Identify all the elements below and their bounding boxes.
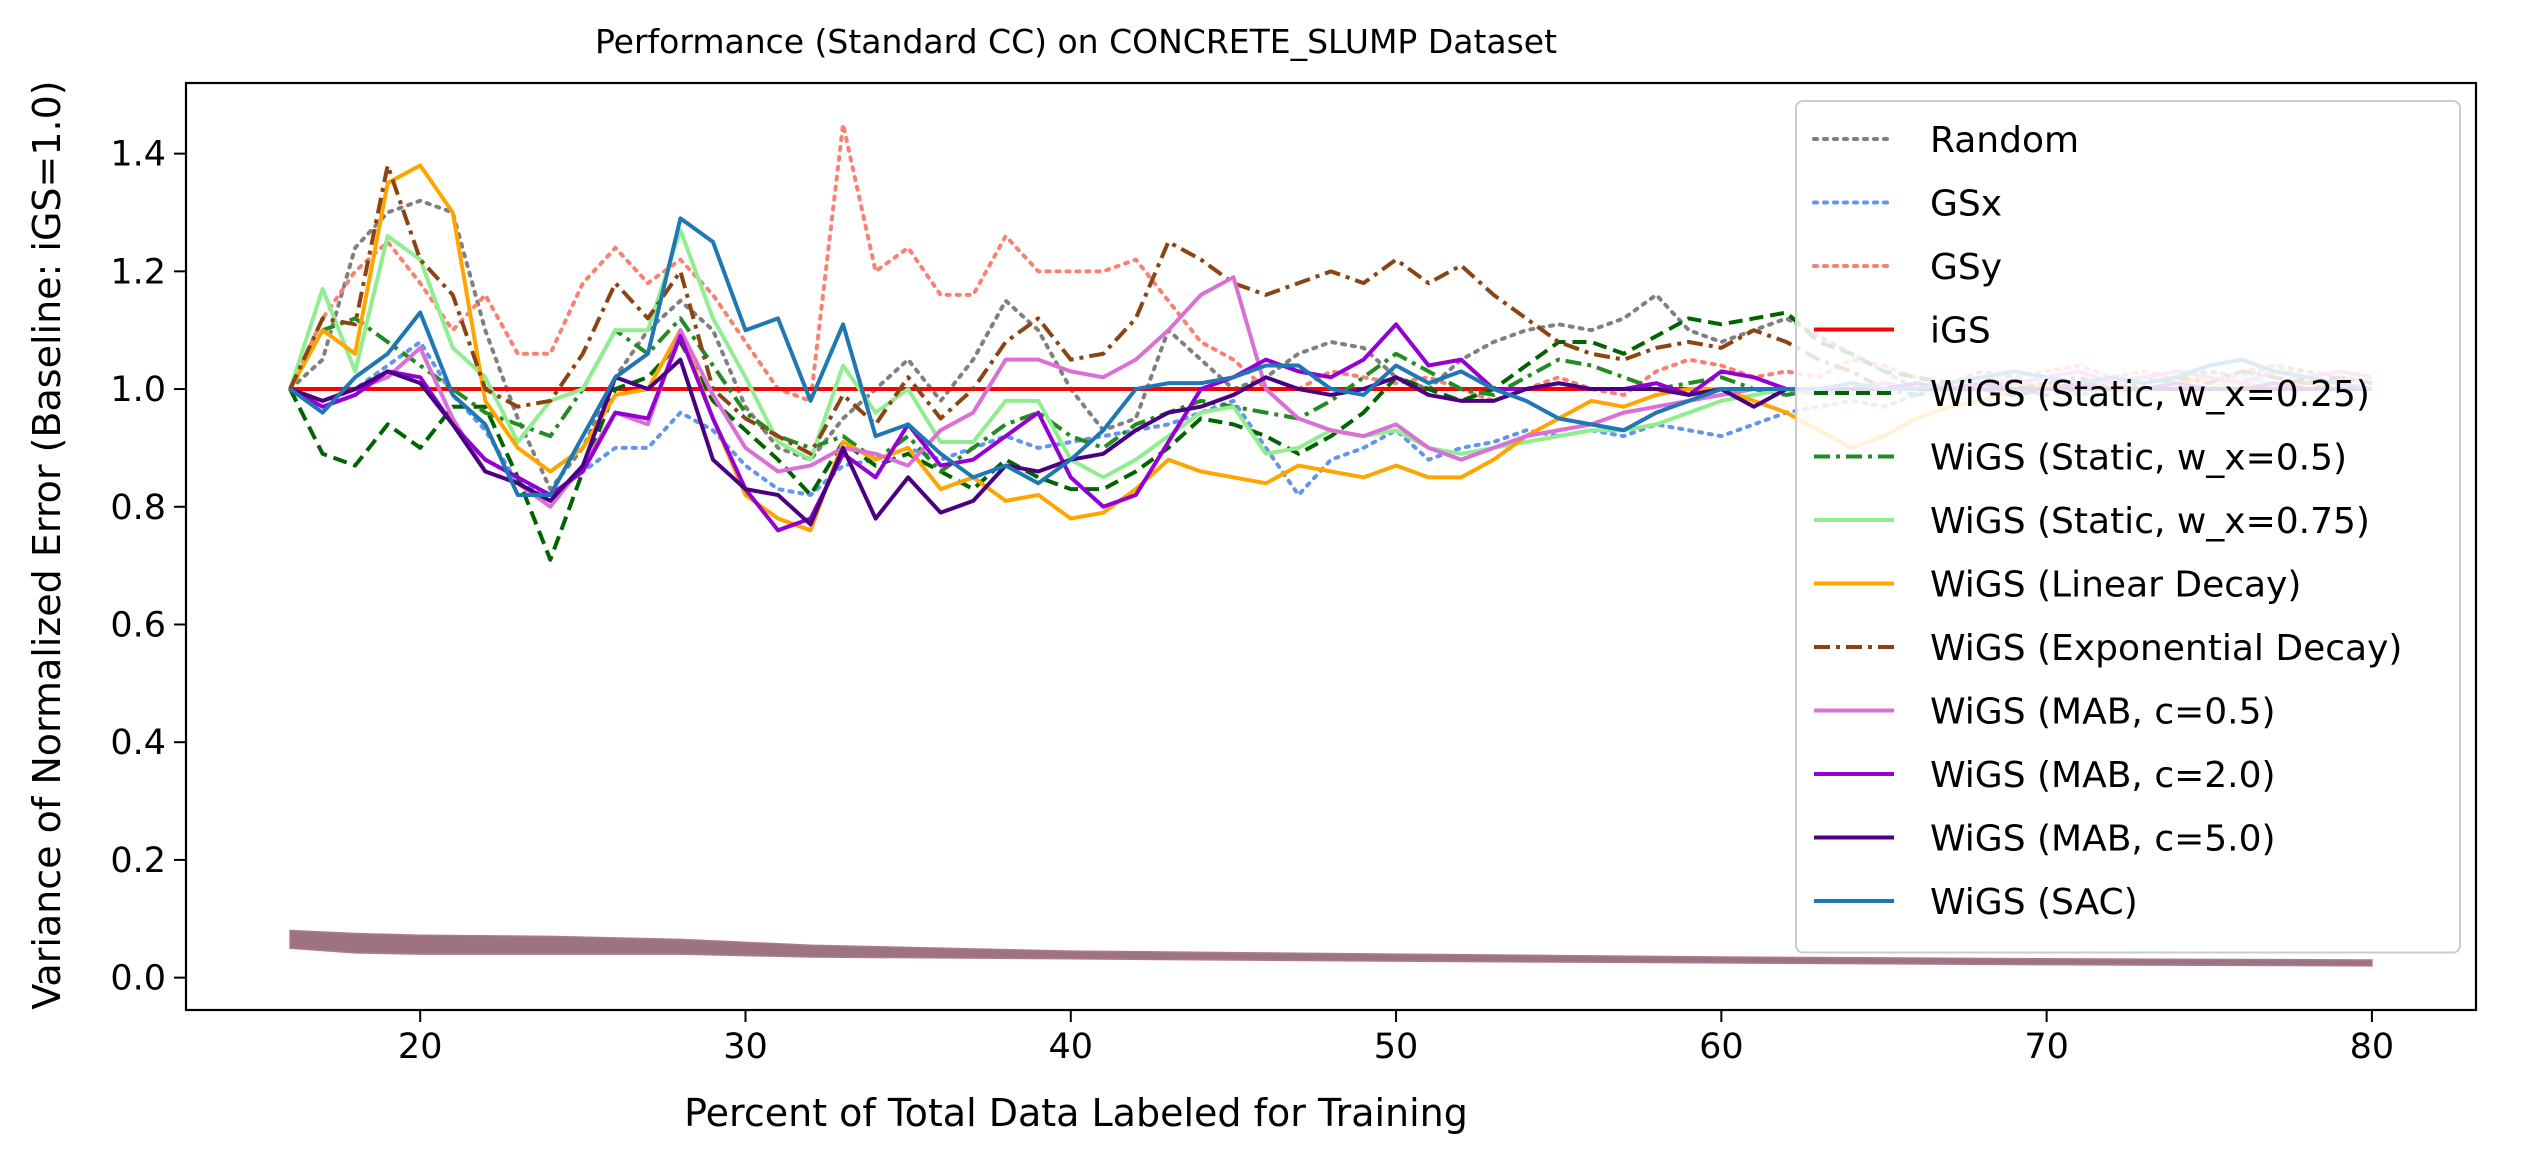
x-axis-ticks: 20 30 40 50 60 70 80 <box>398 1010 2394 1067</box>
x-tick-label: 80 <box>2350 1027 2395 1067</box>
legend-label-wigs-linear-decay: WiGS (Linear Decay) <box>1930 565 2301 606</box>
x-tick-label: 60 <box>1699 1027 1744 1067</box>
legend-label-gsy: GSy <box>1930 247 2002 288</box>
chart-title: Performance (Standard CC) on CONCRETE_SL… <box>595 22 1557 61</box>
legend-label-wigs-mab-c-2-0: WiGS (MAB, c=2.0) <box>1930 755 2276 796</box>
plot-frame <box>184 81 2478 1012</box>
y-axis-label: Variance of Normalized Error (Baseline: … <box>25 80 69 1009</box>
legend-label-wigs-mab-c-0-5: WiGS (MAB, c=0.5) <box>1930 692 2276 733</box>
variance-band-layer <box>289 929 2373 967</box>
legend-label-wigs-exponential-decay: WiGS (Exponential Decay) <box>1930 628 2402 669</box>
x-axis-label: Percent of Total Data Labeled for Traini… <box>684 1091 1468 1135</box>
legend: Random GSx GSy iGS WiGS (Static, w_x=0.25) Wi… <box>1795 100 2461 954</box>
legend-box <box>1795 100 2461 954</box>
x-tick-label: 40 <box>1048 1027 1093 1067</box>
legend-label-gsx: GSx <box>1930 184 2002 225</box>
x-tick-label: 50 <box>1374 1027 1419 1067</box>
y-tick-label: 0.0 <box>110 959 166 999</box>
legend-label-random: Random <box>1930 120 2079 161</box>
y-tick-label: 0.4 <box>110 723 166 763</box>
legend-label-wigs-static-w-x-0-5: WiGS (Static, w_x=0.5) <box>1930 438 2347 479</box>
y-tick-label: 1.0 <box>110 370 166 410</box>
x-tick-label: 70 <box>2024 1027 2069 1067</box>
legend-label-wigs-static-w-x-0-75: WiGS (Static, w_x=0.75) <box>1930 501 2370 542</box>
x-tick-label: 30 <box>723 1027 768 1067</box>
y-tick-label: 1.4 <box>110 135 166 175</box>
x-tick-label: 20 <box>398 1027 443 1067</box>
y-tick-label: 0.8 <box>110 488 166 528</box>
legend-label-wigs-sac: WiGS (SAC) <box>1930 882 2138 923</box>
series-line-gsx <box>288 339 2374 497</box>
series-line-gsy <box>288 122 2374 403</box>
variance-band <box>289 929 2373 967</box>
legend-label-igs: iGS <box>1930 311 1991 352</box>
y-tick-label: 0.2 <box>110 841 166 881</box>
y-axis-ticks: 0.0 0.2 0.4 0.6 0.8 1.0 1.2 1.4 <box>110 135 186 999</box>
y-tick-label: 1.2 <box>110 252 166 292</box>
legend-label-wigs-mab-c-5-0: WiGS (MAB, c=5.0) <box>1930 819 2276 860</box>
legend-label-wigs-static-w-x-0-25: WiGS (Static, w_x=0.25) <box>1930 374 2370 415</box>
y-tick-label: 0.6 <box>110 605 166 645</box>
